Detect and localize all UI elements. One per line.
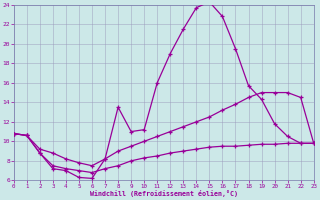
X-axis label: Windchill (Refroidissement éolien,°C): Windchill (Refroidissement éolien,°C) <box>90 190 238 197</box>
